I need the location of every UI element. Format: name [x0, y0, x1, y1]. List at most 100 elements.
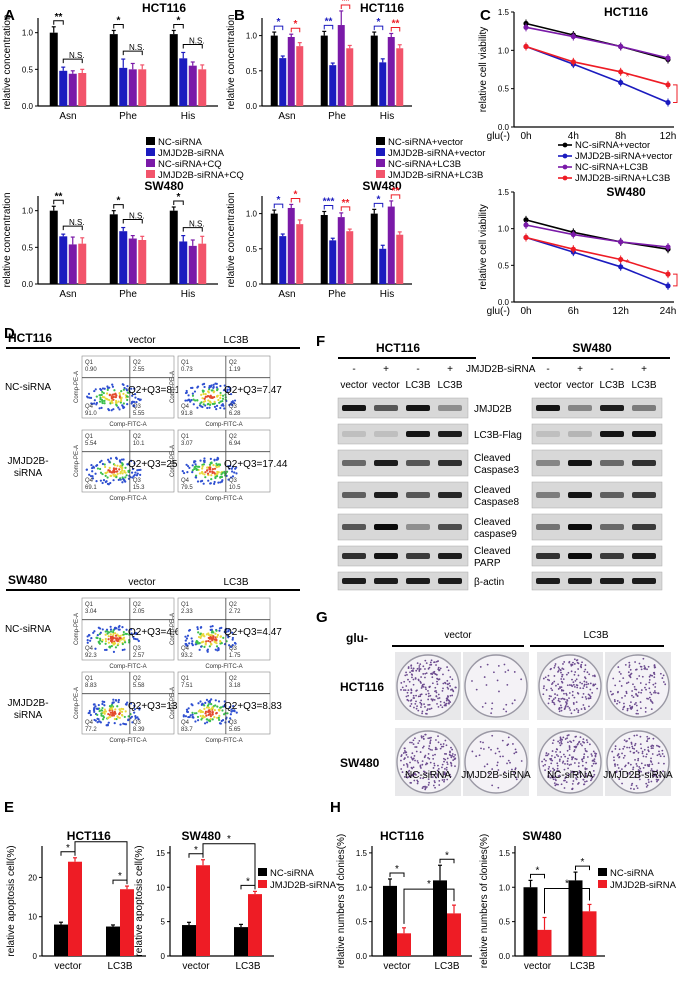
colony-dot — [577, 674, 580, 677]
colony-dot — [551, 689, 554, 692]
colony-dot — [427, 692, 430, 695]
colony-dot — [551, 775, 554, 777]
colony-dot — [572, 703, 575, 705]
bar — [337, 217, 345, 284]
colony-dot — [445, 753, 447, 755]
colony-dot — [429, 739, 432, 742]
event-dot — [197, 631, 200, 634]
colony-dot — [563, 787, 566, 789]
event-dot — [122, 630, 125, 634]
colony-dot — [582, 692, 585, 695]
colony-dot — [653, 690, 656, 692]
lane-label: LC3B — [631, 380, 656, 391]
event-dot — [110, 471, 113, 474]
colony-dot — [554, 756, 556, 759]
sig-bracket — [323, 204, 334, 210]
colony-dot — [499, 755, 502, 758]
event-dot — [186, 710, 190, 714]
event-dot — [131, 394, 134, 397]
colony-dot — [611, 750, 614, 753]
colony-dot — [411, 774, 414, 777]
colony-dot — [441, 763, 444, 766]
event-dot — [203, 457, 206, 460]
colony-dot — [628, 664, 631, 667]
quadrant-name: Q2 — [229, 360, 238, 366]
event-dot — [93, 389, 96, 393]
event-dot — [94, 719, 97, 722]
colony-dot — [416, 779, 419, 782]
colony-dot — [557, 699, 560, 702]
event-dot — [111, 713, 114, 716]
event-dot — [112, 473, 115, 476]
colony-dot — [566, 737, 569, 739]
colony-dot — [422, 685, 425, 688]
blot-strip — [337, 571, 469, 591]
colony-dot — [658, 750, 660, 753]
colony-dot — [434, 748, 437, 751]
event-dot — [122, 402, 125, 405]
colony-dot — [628, 704, 631, 707]
colony-dot — [593, 773, 596, 776]
legend-label: NC-siRNA+vector — [388, 137, 463, 148]
colony-dot — [641, 750, 644, 753]
event-dot — [232, 402, 236, 405]
event-dot — [205, 714, 208, 717]
event-dot — [133, 632, 136, 635]
plot-frame — [81, 597, 175, 661]
colony-dot — [654, 682, 657, 685]
colony-dot — [644, 764, 647, 767]
colony-dot — [408, 769, 411, 772]
colony-dot — [658, 753, 661, 756]
colony-dot — [557, 755, 560, 758]
quadrant-name: Q1 — [181, 676, 190, 682]
event-dot — [233, 471, 236, 474]
colony-dot — [591, 765, 593, 767]
colony-dot — [408, 772, 410, 775]
colony-dot — [400, 759, 402, 762]
sig-label: * — [117, 196, 121, 207]
event-dot — [202, 389, 205, 393]
panel-label-b: B — [234, 7, 245, 24]
event-dot — [215, 629, 218, 632]
colony-dot — [662, 770, 664, 773]
event-dot — [221, 397, 225, 400]
event-dot — [203, 722, 207, 725]
x-axis-label: glu(-) — [487, 306, 510, 317]
quadrant-name: Q3 — [133, 646, 142, 652]
colony-dot — [410, 703, 413, 705]
colony-dot — [583, 755, 585, 758]
bar — [106, 926, 120, 956]
event-dot — [123, 722, 126, 726]
event-dot — [201, 465, 204, 468]
event-dot — [109, 628, 113, 631]
event-dot — [135, 401, 138, 404]
event-dot — [223, 384, 226, 387]
event-dot — [198, 404, 202, 407]
event-dot — [97, 718, 100, 721]
blot-band — [536, 524, 560, 530]
colony-dot — [622, 756, 625, 759]
panel-label-g: G — [316, 609, 328, 626]
colony-dot — [544, 763, 547, 766]
colony-dot — [415, 750, 418, 753]
event-dot — [112, 698, 115, 701]
sig-bracket — [74, 841, 128, 883]
colony-dot — [551, 754, 553, 757]
colony-dot — [404, 689, 407, 692]
colony-dot — [417, 761, 420, 764]
colony-dot — [515, 776, 518, 779]
colony-dot — [638, 766, 641, 768]
colony-dot — [565, 673, 568, 676]
colony-dot — [422, 777, 424, 780]
blot-band — [374, 524, 398, 530]
event-dot — [117, 698, 120, 702]
bar — [396, 48, 404, 106]
colony-dot — [616, 700, 619, 702]
colony-dot — [446, 757, 449, 760]
bar — [279, 58, 287, 106]
event-dot — [218, 629, 221, 632]
colony-dot — [564, 779, 566, 782]
colony-dot — [430, 659, 433, 662]
colony-dot — [446, 761, 449, 764]
